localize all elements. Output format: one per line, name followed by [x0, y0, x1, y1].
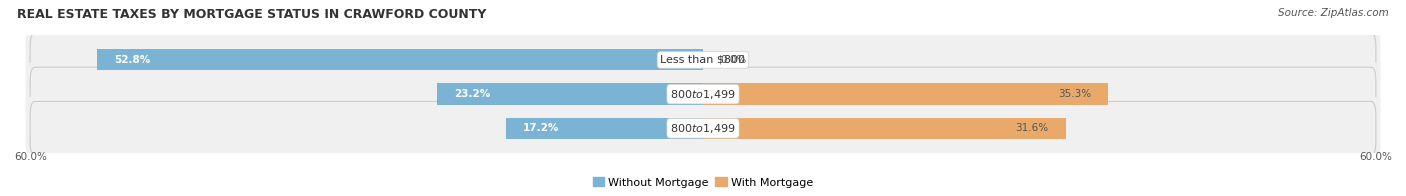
Bar: [703, 118, 1066, 139]
FancyBboxPatch shape: [25, 97, 1381, 160]
Text: 60.0%: 60.0%: [14, 152, 46, 162]
Text: Source: ZipAtlas.com: Source: ZipAtlas.com: [1278, 8, 1389, 18]
FancyBboxPatch shape: [25, 28, 1381, 92]
Text: 0.0%: 0.0%: [720, 55, 747, 65]
FancyBboxPatch shape: [30, 102, 1376, 155]
Text: $800 to $1,499: $800 to $1,499: [671, 88, 735, 101]
Bar: [437, 83, 703, 105]
Legend: Without Mortgage, With Mortgage: Without Mortgage, With Mortgage: [588, 173, 818, 192]
Text: 52.8%: 52.8%: [114, 55, 150, 65]
FancyBboxPatch shape: [30, 33, 1376, 87]
Text: REAL ESTATE TAXES BY MORTGAGE STATUS IN CRAWFORD COUNTY: REAL ESTATE TAXES BY MORTGAGE STATUS IN …: [17, 8, 486, 21]
Bar: [506, 118, 703, 139]
Bar: [97, 49, 703, 71]
Text: 31.6%: 31.6%: [1015, 123, 1049, 133]
FancyBboxPatch shape: [25, 63, 1381, 126]
Text: 23.2%: 23.2%: [454, 89, 491, 99]
Text: $800 to $1,499: $800 to $1,499: [671, 122, 735, 135]
Bar: [703, 83, 1108, 105]
Text: Less than $800: Less than $800: [661, 55, 745, 65]
Text: 35.3%: 35.3%: [1057, 89, 1091, 99]
Text: 60.0%: 60.0%: [1360, 152, 1392, 162]
FancyBboxPatch shape: [30, 67, 1376, 121]
Text: 17.2%: 17.2%: [523, 123, 560, 133]
